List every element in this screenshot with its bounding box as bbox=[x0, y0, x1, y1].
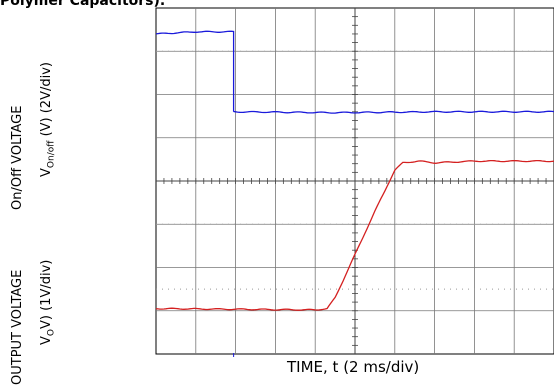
series-trace-1 bbox=[155, 30, 554, 114]
series-trace-2 bbox=[155, 159, 554, 311]
x-axis-label: TIME, t (2 ms/div) bbox=[287, 358, 420, 376]
page-heading: Polymer Capacitors). bbox=[0, 0, 166, 9]
